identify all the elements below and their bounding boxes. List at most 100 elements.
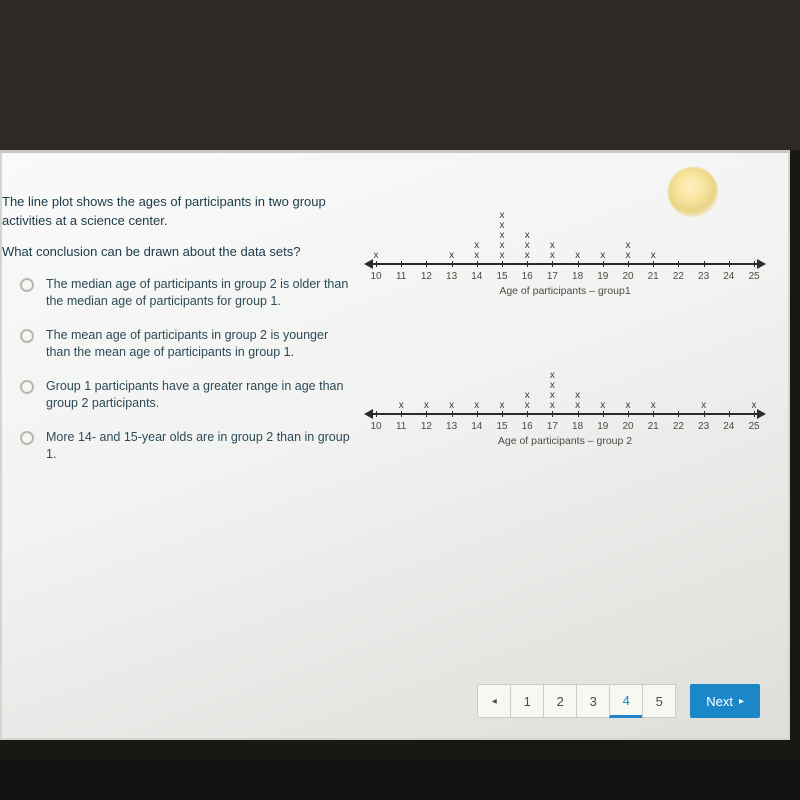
x-mark-icon: x [525, 401, 530, 411]
x-mark-icon: x [500, 241, 505, 251]
radio-icon [20, 329, 34, 343]
axis-tick [452, 411, 453, 417]
option-label: Group 1 participants have a greater rang… [46, 378, 352, 413]
radio-icon [20, 380, 34, 394]
radio-icon [20, 431, 34, 445]
x-mark-icon: x [525, 251, 530, 261]
axis-tick-label: 24 [723, 421, 734, 432]
plots-column: 10x111213x14xx15xxxxx16xxx17xx18x19x20xx… [362, 193, 768, 658]
page-label: 4 [623, 693, 630, 708]
x-mark-icon: x [449, 251, 454, 261]
axis-tick [401, 261, 402, 267]
option-1[interactable]: The mean age of participants in group 2 … [2, 327, 352, 362]
x-mark-icon: x [550, 241, 555, 251]
axis-tick-label: 19 [597, 271, 608, 282]
axis-tick [704, 411, 705, 417]
axis-tick [477, 261, 478, 267]
axis-tick [628, 411, 629, 417]
x-mark-icon: x [474, 241, 479, 251]
page-label: 1 [524, 694, 531, 709]
x-mark-icon: x [550, 371, 555, 381]
axis-tick-label: 21 [648, 271, 659, 282]
axis-tick-label: 11 [396, 421, 406, 432]
x-mark-icon: x [399, 401, 404, 411]
tick-layer: 1011x12x13x14x15x16xx17xxxx18xx19x20x21x… [376, 413, 754, 415]
question-stem: The line plot shows the ages of particip… [2, 193, 352, 262]
radio-icon [20, 278, 34, 292]
x-mark-icon: x [701, 401, 706, 411]
page-label: 2 [557, 694, 564, 709]
pagination: ◂ 1 2 3 4 5 Next ▸ [477, 684, 760, 718]
option-3[interactable]: More 14- and 15-year olds are in group 2… [2, 429, 352, 464]
x-mark-icon: x [500, 221, 505, 231]
chevron-left-icon: ◂ [492, 696, 497, 707]
x-mark-icon: x [525, 391, 530, 401]
option-label: The mean age of participants in group 2 … [46, 327, 352, 362]
axis-tick [754, 411, 755, 417]
axis-tick-label: 18 [572, 421, 583, 432]
axis-tick-label: 22 [673, 421, 684, 432]
axis-tick [729, 261, 730, 267]
pager-page-4[interactable]: 4 [609, 684, 643, 718]
chevron-right-icon: ▸ [739, 696, 744, 707]
arrow-left-icon [364, 259, 373, 269]
axis-tick [603, 261, 604, 267]
axis-tick [426, 411, 427, 417]
page-label: 5 [656, 694, 663, 709]
axis-tick [578, 261, 579, 267]
pager-page-2[interactable]: 2 [543, 684, 577, 718]
axis-tick [754, 261, 755, 267]
x-mark-icon: x [651, 401, 656, 411]
x-mark-icon: x [500, 211, 505, 221]
x-mark-icon: x [626, 251, 631, 261]
question-column: The line plot shows the ages of particip… [2, 193, 352, 658]
options-list: The median age of participants in group … [2, 276, 352, 464]
next-button[interactable]: Next ▸ [690, 684, 760, 718]
x-mark-icon: x [575, 251, 580, 261]
axis-tick-label: 25 [748, 421, 759, 432]
axis-tick-label: 15 [496, 421, 507, 432]
x-mark-icon: x [550, 401, 555, 411]
stem-line-2: What conclusion can be drawn about the d… [2, 243, 352, 262]
axis-tick-label: 25 [748, 271, 759, 282]
option-label: More 14- and 15-year olds are in group 2… [46, 429, 352, 464]
axis-tick-label: 24 [723, 271, 734, 282]
axis-tick [452, 261, 453, 267]
x-mark-icon: x [500, 231, 505, 241]
x-mark-icon: x [525, 241, 530, 251]
axis-tick-label: 12 [421, 421, 432, 432]
x-mark-icon: x [374, 251, 379, 261]
axis-tick [401, 411, 402, 417]
photo-dark-top [0, 0, 800, 150]
axis-tick [376, 261, 377, 267]
axis-tick-label: 22 [673, 271, 684, 282]
x-mark-icon: x [752, 401, 757, 411]
axis-tick [628, 261, 629, 267]
x-mark-icon: x [550, 251, 555, 261]
axis-tick-label: 20 [622, 421, 633, 432]
stem-line-1: The line plot shows the ages of particip… [2, 193, 352, 231]
axis-tick [653, 261, 654, 267]
next-label: Next [706, 694, 733, 709]
plot-caption: Age of participants – group 2 [362, 435, 768, 447]
axis-tick-label: 13 [446, 421, 457, 432]
x-mark-icon: x [651, 251, 656, 261]
x-mark-icon: x [626, 401, 631, 411]
axis-tick-label: 14 [471, 271, 482, 282]
axis-tick [502, 261, 503, 267]
axis-tick [578, 411, 579, 417]
axis-tick-label: 18 [572, 271, 583, 282]
axis-tick-label: 17 [547, 421, 558, 432]
arrow-left-icon [364, 409, 373, 419]
option-0[interactable]: The median age of participants in group … [2, 276, 352, 311]
pager-page-1[interactable]: 1 [510, 684, 544, 718]
pager-page-5[interactable]: 5 [642, 684, 676, 718]
x-mark-icon: x [500, 401, 505, 411]
option-2[interactable]: Group 1 participants have a greater rang… [2, 378, 352, 413]
axis-tick [552, 411, 553, 417]
arrow-right-icon [757, 259, 766, 269]
axis-tick-label: 17 [547, 271, 558, 282]
pager-prev[interactable]: ◂ [477, 684, 511, 718]
axis-tick [552, 261, 553, 267]
pager-page-3[interactable]: 3 [576, 684, 610, 718]
